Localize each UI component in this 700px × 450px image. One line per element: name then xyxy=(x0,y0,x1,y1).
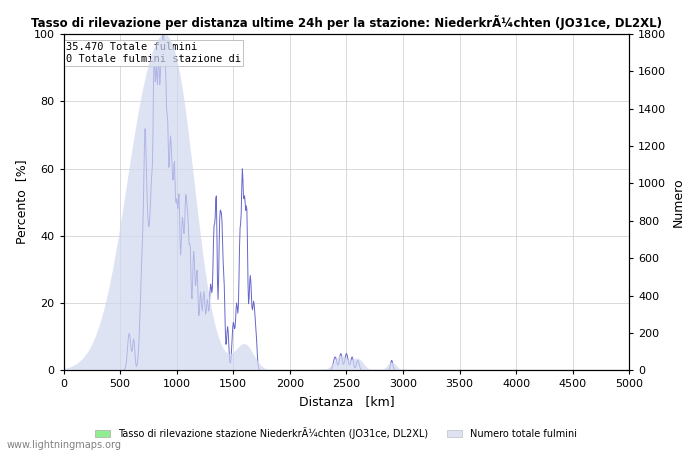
Text: 35.470 Totale fulmini
0 Totale fulmini stazione di: 35.470 Totale fulmini 0 Totale fulmini s… xyxy=(66,42,241,64)
Legend: Tasso di rilevazione stazione NiederkrÃ¼chten (JO31ce, DL2XL), Numero totale ful: Tasso di rilevazione stazione NiederkrÃ¼… xyxy=(92,423,580,443)
Title: Tasso di rilevazione per distanza ultime 24h per la stazione: NiederkrÃ¼chten (J: Tasso di rilevazione per distanza ultime… xyxy=(31,15,662,30)
X-axis label: Distanza   [km]: Distanza [km] xyxy=(299,395,394,408)
Text: www.lightningmaps.org: www.lightningmaps.org xyxy=(7,440,122,450)
Y-axis label: Percento  [%]: Percento [%] xyxy=(15,160,28,244)
Y-axis label: Numero: Numero xyxy=(672,177,685,227)
